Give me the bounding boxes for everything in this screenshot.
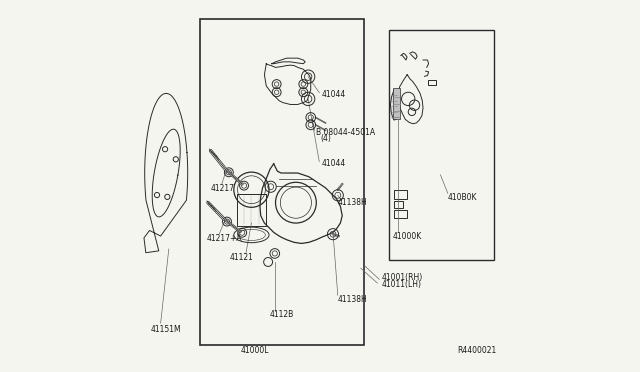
Text: 41044: 41044 [322,158,346,167]
Polygon shape [390,90,398,120]
Text: 41217+A: 41217+A [206,234,242,243]
Bar [200,19,364,345]
Text: 41138H: 41138H [338,295,367,304]
Text: 41000L: 41000L [240,346,269,355]
Bar [394,190,407,199]
Text: 410B0K: 410B0K [448,193,477,202]
Text: 41011(LH): 41011(LH) [381,280,421,289]
Text: 41151M: 41151M [150,325,181,334]
Bar [394,201,403,208]
Text: 41000K: 41000K [392,231,422,241]
Bar [237,194,266,226]
Text: 41044: 41044 [322,90,346,99]
Bar [388,31,494,260]
Bar [394,210,407,218]
Bar [428,80,436,85]
Text: 41001(RH): 41001(RH) [381,273,422,282]
Text: (4): (4) [321,134,332,143]
Text: 41217: 41217 [211,185,235,193]
Text: 4112B: 4112B [270,311,294,320]
Text: R4400021: R4400021 [457,346,496,355]
Text: B 08044-4501A: B 08044-4501A [316,128,376,137]
Bar [394,88,400,119]
Text: 41138H: 41138H [338,198,367,207]
Text: 41121: 41121 [229,253,253,262]
